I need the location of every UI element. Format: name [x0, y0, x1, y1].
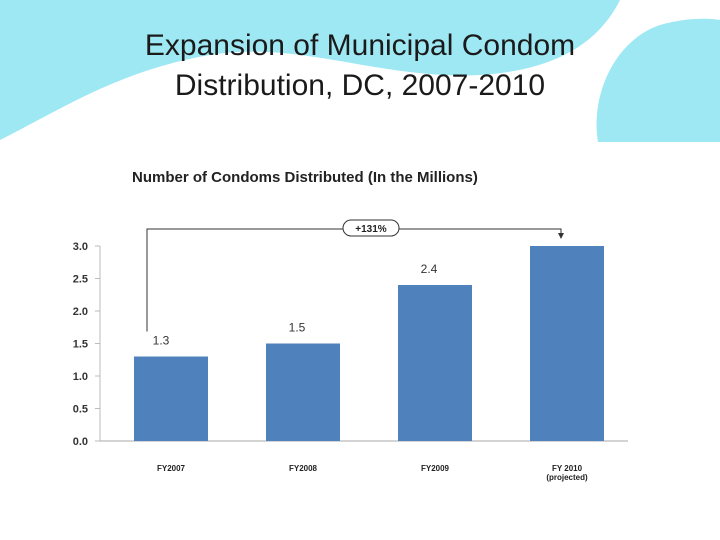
- bar: [266, 343, 340, 441]
- y-tick-label: 1.0: [73, 371, 88, 383]
- data-label: 1.3: [153, 334, 170, 348]
- bar-chart: Number of Condoms Distributed (In the Mi…: [73, 169, 628, 482]
- category-label: FY 2010: [552, 464, 583, 473]
- y-tick-label: 2.0: [73, 306, 88, 318]
- y-tick-label: 1.5: [73, 339, 88, 351]
- slide-title-line-1: Expansion of Municipal Condom: [144, 29, 576, 62]
- category-label: FY2007: [157, 464, 186, 473]
- annotation-label: +131%: [355, 224, 387, 235]
- decor-swoosh-left: [0, 0, 620, 140]
- data-label: 2.4: [421, 262, 438, 276]
- annotation-arrowhead: [558, 233, 564, 239]
- annotation-bracket: [146, 228, 562, 332]
- y-tick-label: 3.0: [73, 241, 88, 253]
- bar: [134, 356, 208, 441]
- slide-title: Expansion of Municipal Condom Distributi…: [0, 26, 720, 106]
- decor-blob-right: [596, 18, 720, 142]
- data-label: 1.5: [289, 321, 306, 335]
- annotation-badge: [342, 219, 400, 237]
- y-tick-label: 0.5: [73, 404, 88, 416]
- y-tick-label: 2.5: [73, 274, 88, 286]
- bar: [398, 285, 472, 441]
- bar: [530, 246, 604, 441]
- category-label: FY2008: [289, 464, 318, 473]
- category-sublabel: (projected): [546, 473, 588, 482]
- slide-title-line-2: Distribution, DC, 2007-2010: [174, 69, 546, 102]
- chart-title: Number of Condoms Distributed (In the Mi…: [132, 169, 478, 186]
- background-decoration: [0, 0, 720, 142]
- y-tick-label: 0.0: [73, 436, 88, 448]
- category-label: FY2009: [421, 464, 450, 473]
